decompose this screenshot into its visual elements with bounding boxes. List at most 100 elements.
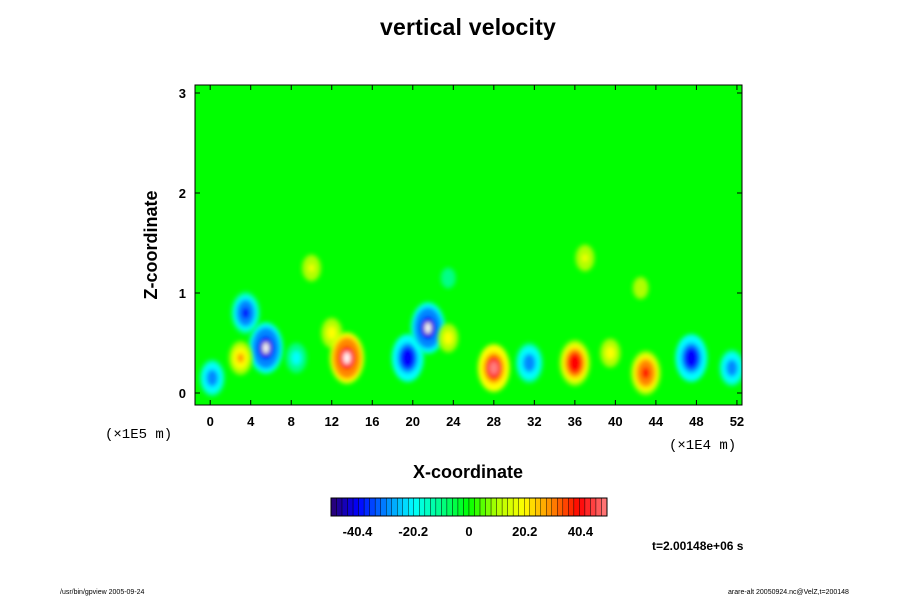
colorbar-segment: [424, 497, 431, 517]
x-tick-label: 32: [527, 414, 541, 429]
x-tick-label: 8: [288, 414, 295, 429]
colorbar-segment: [601, 497, 608, 517]
colorbar-segment: [352, 497, 359, 517]
colorbar-segment: [391, 497, 398, 517]
velocity-cell: [248, 322, 283, 374]
colorbar-segment: [363, 497, 370, 517]
velocity-cell: [630, 351, 661, 395]
y-tick-label: 0: [179, 386, 186, 401]
velocity-peak: [424, 322, 432, 334]
footer-right: arare-alt 20050924.nc@VelZ,t=200148: [728, 589, 849, 596]
velocity-contour: [638, 284, 644, 292]
y-tick-label: 1: [179, 286, 186, 301]
colorbar-segment: [501, 497, 508, 517]
colorbar-segment: [336, 497, 343, 517]
velocity-contour: [607, 349, 614, 357]
colorbar-segment: [452, 497, 459, 517]
velocity-cell: [438, 323, 459, 353]
colorbar-tick-label: 40.4: [568, 524, 594, 539]
velocity-contour: [570, 356, 580, 370]
velocity-contour: [686, 351, 696, 365]
velocity-contour: [489, 361, 499, 375]
colorbar-segment: [573, 497, 580, 517]
velocity-contour: [445, 274, 451, 282]
x-tick-label: 48: [689, 414, 703, 429]
colorbar-segment: [590, 497, 597, 517]
velocity-cell: [675, 334, 708, 382]
velocity-cell: [575, 244, 595, 272]
colorbar-tick-label: -20.2: [398, 524, 428, 539]
x-tick-label: 40: [608, 414, 622, 429]
y-axis-title: Z-coordinate: [141, 190, 161, 299]
x-tick-label: 52: [730, 414, 744, 429]
colorbar-segment: [402, 497, 409, 517]
colorbar-segment: [584, 497, 591, 517]
chart-title: vertical velocity: [379, 14, 556, 40]
colorbar-segment: [468, 497, 475, 517]
colorbar-segment: [479, 497, 486, 517]
y-tick-label: 2: [179, 186, 186, 201]
velocity-contour: [403, 351, 413, 365]
colorbar-segment: [358, 497, 365, 517]
velocity-cell: [515, 342, 543, 384]
x-tick-label: 44: [649, 414, 664, 429]
colorbar-segment: [490, 497, 497, 517]
velocity-contour: [328, 328, 335, 338]
velocity-field: [199, 244, 742, 397]
colorbar-segment: [579, 497, 586, 517]
colorbar-segment: [568, 497, 575, 517]
colorbar-frame: [330, 497, 608, 517]
colorbar-segment: [524, 497, 530, 517]
colorbar-segment: [512, 497, 519, 517]
colorbar-segment: [518, 497, 525, 517]
colorbar-segment: [397, 497, 403, 517]
colorbar-segment: [557, 497, 564, 517]
velocity-cell: [440, 266, 457, 290]
colorbar-segment: [496, 497, 503, 517]
time-label: t=2.00148e+06 s: [652, 539, 744, 553]
colorbar-segment: [535, 497, 541, 517]
x-axis-unit: (×1E4 m): [669, 438, 736, 454]
x-tick-label: 28: [487, 414, 501, 429]
colorbar-segment: [441, 497, 448, 517]
x-axis-title: X-coordinate: [413, 462, 523, 482]
colorbar-segment: [446, 497, 453, 517]
velocity-cell: [559, 340, 591, 386]
velocity-contour: [641, 366, 650, 380]
velocity-contour: [293, 353, 300, 363]
colorbar-segment: [408, 497, 414, 517]
velocity-contour: [208, 372, 216, 384]
velocity-contour: [308, 264, 315, 272]
colorbar-segment: [562, 497, 569, 517]
colorbar-segment: [474, 497, 481, 517]
colorbar-segment: [330, 497, 337, 517]
colorbar-tick-label: 0: [465, 524, 472, 539]
velocity-contour: [582, 254, 588, 262]
colorbar-segment: [386, 497, 392, 517]
y-tick-label: 3: [179, 86, 186, 101]
colorbar-segment: [540, 497, 547, 517]
velocity-cell: [285, 343, 307, 373]
plot-background: [195, 85, 742, 405]
colorbar-segment: [485, 497, 492, 517]
velocity-cell: [600, 338, 621, 368]
velocity-contour: [445, 334, 452, 342]
colorbar-segment: [595, 497, 602, 517]
x-tick-label: 20: [406, 414, 420, 429]
velocity-cell: [302, 254, 321, 282]
velocity-cell: [231, 291, 261, 335]
velocity-cell: [229, 341, 253, 375]
velocity-cell: [199, 359, 225, 397]
colorbar-segment: [551, 497, 558, 517]
footer-left: /usr/bin/gpview 2005-09-24: [60, 589, 145, 596]
x-tick-label: 4: [247, 414, 255, 429]
colorbar-segment: [435, 497, 442, 517]
x-tick-label: 0: [207, 414, 214, 429]
colorbar-segment: [463, 497, 470, 517]
colorbar-segment: [419, 497, 426, 517]
colorbar: [330, 497, 608, 517]
velocity-contour: [525, 357, 534, 369]
velocity-cell: [632, 275, 650, 301]
colorbar-segment: [457, 497, 464, 517]
x-tick-label: 12: [325, 414, 339, 429]
